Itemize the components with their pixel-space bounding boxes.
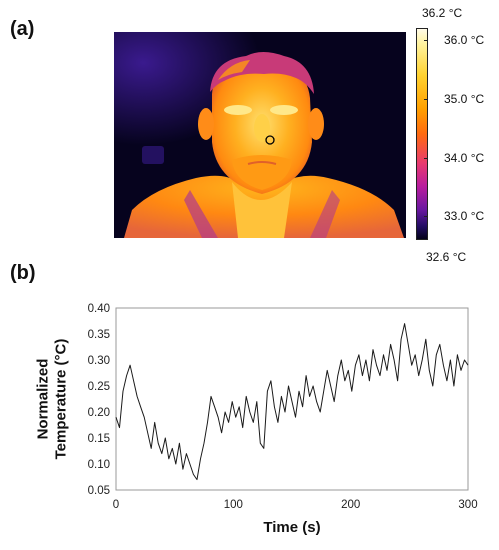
colorbar [416, 28, 428, 240]
colorbar-tick-2 [424, 157, 428, 159]
y-tick-label: 0.40 [88, 303, 110, 315]
colorbar-tick-label-3: 33.0 °C [444, 209, 485, 224]
thermal-face-image [114, 32, 406, 238]
x-tick-label: 200 [341, 499, 360, 511]
y-tick-label: 0.20 [88, 407, 110, 419]
colorbar-min-label: 32.6 °C [426, 250, 467, 264]
plot-frame [115, 307, 469, 491]
colorbar-tick-label-2: 34.0 °C [444, 150, 485, 165]
colorbar-max-label: 36.2 °C [422, 6, 463, 20]
y-tick-label: 0.10 [88, 459, 110, 471]
panel-b-label: (b) [10, 262, 36, 284]
x-tick-label: 0 [113, 499, 119, 511]
y-tick-label: 0.30 [88, 355, 110, 367]
colorbar-tick-0 [424, 39, 428, 41]
y-tick-label: 0.15 [88, 433, 110, 445]
thermal-image-graphic [114, 32, 406, 238]
panel-a-label: (a) [10, 18, 35, 40]
y-tick-label: 0.05 [88, 485, 110, 497]
y-tick-label: 0.35 [88, 329, 110, 341]
x-axis-title: Time (s) [263, 519, 320, 536]
colorbar-tick-1 [424, 98, 428, 100]
colorbar-tick-label-0: 36.0 °C [444, 32, 485, 47]
colorbar-tick-3 [424, 216, 428, 218]
x-tick-label: 100 [224, 499, 243, 511]
colorbar-tick-label-1: 35.0 °C [444, 91, 485, 106]
temperature-time-chart: 0.05 0.10 0.15 0.20 0.25 0.30 0.35 0.40 0 100 200… [35, 303, 478, 536]
y-axis-title: NormalizedTemperature (°C) [35, 339, 70, 460]
y-tick-label: 0.25 [88, 381, 110, 393]
x-tick-label: 300 [458, 499, 477, 511]
temperature-series-line [115, 323, 469, 481]
